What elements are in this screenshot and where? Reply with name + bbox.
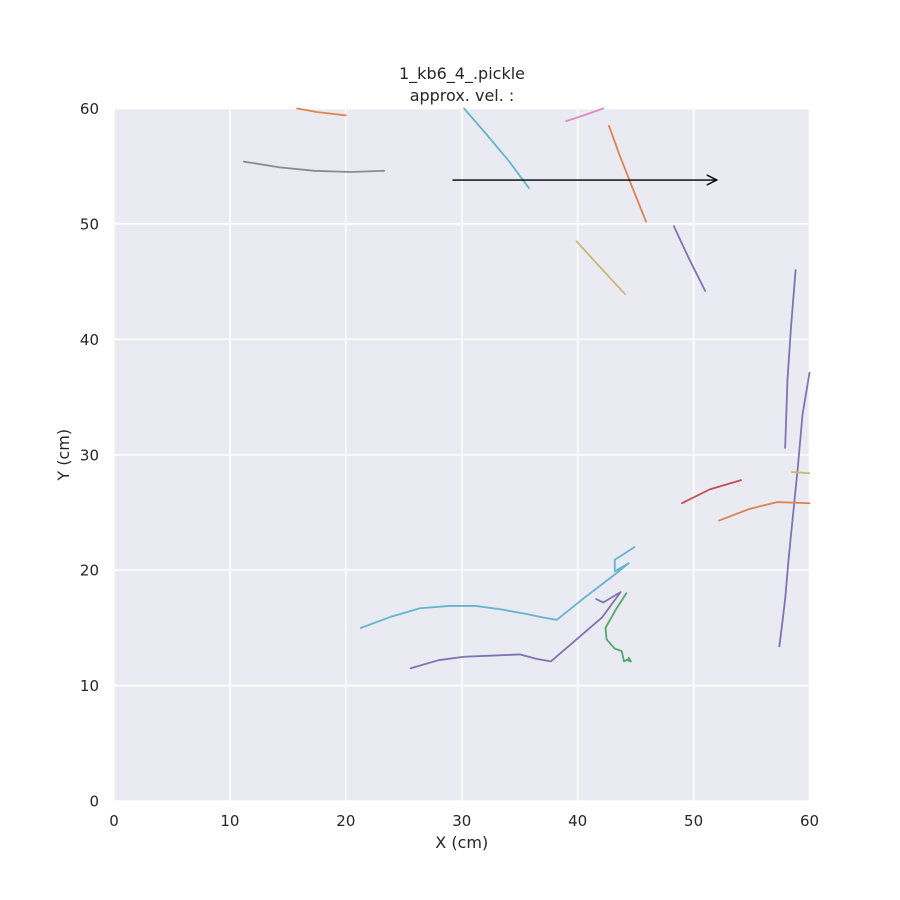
trajectory-line-4 [463, 107, 530, 190]
chart-title-line1: 1_kb6_4_.pickle [399, 64, 525, 84]
x-tick-label: 20 [336, 812, 355, 830]
x-tick-labels: 0 10 20 30 40 50 60 [109, 812, 819, 830]
chart-title-line2: approx. vel. : [410, 86, 515, 105]
trajectory-line-8 [784, 269, 797, 449]
trajectory-line-7 [575, 240, 627, 296]
trajectory-line-12 [718, 501, 811, 522]
trajectory-line-15 [604, 592, 632, 663]
trajectory-line-11 [681, 479, 743, 505]
y-tick-label: 50 [80, 215, 99, 233]
trajectory-line-13 [359, 546, 636, 629]
velocity-arrow-head [706, 174, 719, 186]
trajectory-line-5 [608, 124, 647, 223]
y-axis-label: Y (cm) [54, 429, 73, 482]
x-tick-label: 10 [220, 812, 239, 830]
y-tick-labels: 0 10 20 30 40 50 60 [80, 100, 99, 811]
x-axis-label: X (cm) [435, 833, 488, 852]
y-tick-label: 60 [80, 100, 99, 118]
trajectory-line-10 [791, 471, 811, 475]
series-layer [242, 107, 811, 670]
y-tick-label: 20 [80, 562, 99, 580]
arrow-layer [452, 174, 719, 186]
trajectory-line-6 [672, 225, 707, 292]
grid [113, 107, 811, 802]
x-tick-label: 50 [684, 812, 703, 830]
x-tick-label: 30 [452, 812, 471, 830]
y-tick-label: 0 [89, 793, 99, 811]
y-tick-label: 10 [80, 677, 99, 695]
trajectory-line-1 [296, 107, 347, 117]
trajectory-line-9 [778, 371, 811, 648]
x-tick-label: 0 [109, 812, 119, 830]
y-tick-label: 40 [80, 331, 99, 349]
trajectory-line-3 [565, 107, 605, 123]
y-tick-label: 30 [80, 446, 99, 464]
trajectory-line-2 [242, 160, 385, 173]
x-tick-label: 60 [800, 812, 819, 830]
x-tick-label: 40 [568, 812, 587, 830]
trajectory-line-14 [409, 591, 622, 670]
